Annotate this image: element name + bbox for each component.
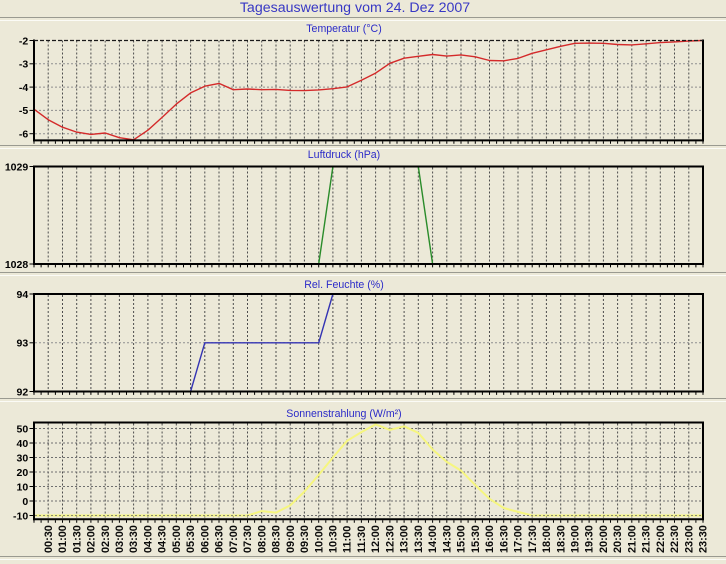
svg-text:05:30: 05:30 [185,525,197,553]
svg-text:-10: -10 [13,510,28,522]
svg-text:07:30: 07:30 [242,525,254,553]
svg-text:21:00: 21:00 [626,525,638,553]
svg-text:93: 93 [17,338,29,350]
svg-text:12:00: 12:00 [370,525,382,553]
svg-text:05:00: 05:00 [171,525,183,553]
svg-text:40: 40 [17,438,29,450]
svg-text:23:30: 23:30 [698,525,710,553]
svg-text:92: 92 [17,386,29,398]
svg-text:00:30: 00:30 [43,525,55,553]
svg-text:15:30: 15:30 [470,525,482,553]
svg-text:-4: -4 [19,82,28,94]
svg-text:02:30: 02:30 [100,525,112,553]
svg-text:04:30: 04:30 [157,525,169,553]
svg-text:20:30: 20:30 [612,525,624,553]
svg-text:10:00: 10:00 [313,525,325,553]
svg-text:09:00: 09:00 [285,525,297,553]
svg-text:10: 10 [17,481,29,493]
svg-text:14:00: 14:00 [427,525,439,553]
svg-text:23:00: 23:00 [683,525,695,553]
svg-text:03:30: 03:30 [128,525,140,553]
svg-text:12:30: 12:30 [385,525,397,553]
svg-text:10:30: 10:30 [328,525,340,553]
svg-text:17:30: 17:30 [527,525,539,553]
svg-text:0: 0 [22,496,28,508]
svg-text:22:00: 22:00 [655,525,667,553]
svg-text:14:30: 14:30 [441,525,453,553]
svg-text:16:30: 16:30 [498,525,510,553]
svg-text:50: 50 [17,423,29,435]
svg-text:19:30: 19:30 [584,525,596,553]
svg-text:-6: -6 [19,129,28,141]
svg-text:20: 20 [17,467,29,479]
svg-text:06:00: 06:00 [199,525,211,553]
svg-text:01:00: 01:00 [57,525,69,553]
svg-text:94: 94 [17,289,29,301]
svg-text:20:00: 20:00 [598,525,610,553]
svg-text:17:00: 17:00 [513,525,525,553]
svg-text:11:00: 11:00 [342,526,354,553]
svg-text:08:30: 08:30 [271,525,283,553]
svg-text:-3: -3 [19,59,28,71]
svg-text:-5: -5 [19,105,28,117]
svg-text:08:00: 08:00 [256,525,268,553]
svg-text:-2: -2 [19,35,28,47]
svg-text:18:00: 18:00 [541,525,553,553]
svg-text:19:00: 19:00 [570,525,582,553]
svg-text:18:30: 18:30 [555,525,567,553]
svg-text:21:30: 21:30 [641,525,653,553]
svg-text:01:30: 01:30 [71,525,83,553]
svg-text:15:00: 15:00 [456,525,468,553]
svg-text:16:00: 16:00 [484,525,496,553]
svg-text:04:00: 04:00 [143,525,155,553]
svg-text:1028: 1028 [5,259,29,271]
svg-text:09:30: 09:30 [299,525,311,553]
svg-text:13:30: 13:30 [413,525,425,553]
svg-text:03:00: 03:00 [114,525,126,553]
svg-text:07:00: 07:00 [228,525,240,553]
svg-text:22:30: 22:30 [669,525,681,553]
svg-text:02:00: 02:00 [86,525,98,553]
svg-text:30: 30 [17,452,29,464]
svg-text:1029: 1029 [5,161,29,173]
svg-text:13:00: 13:00 [399,525,411,553]
svg-text:11:30: 11:30 [356,526,368,553]
svg-text:06:30: 06:30 [214,525,226,553]
